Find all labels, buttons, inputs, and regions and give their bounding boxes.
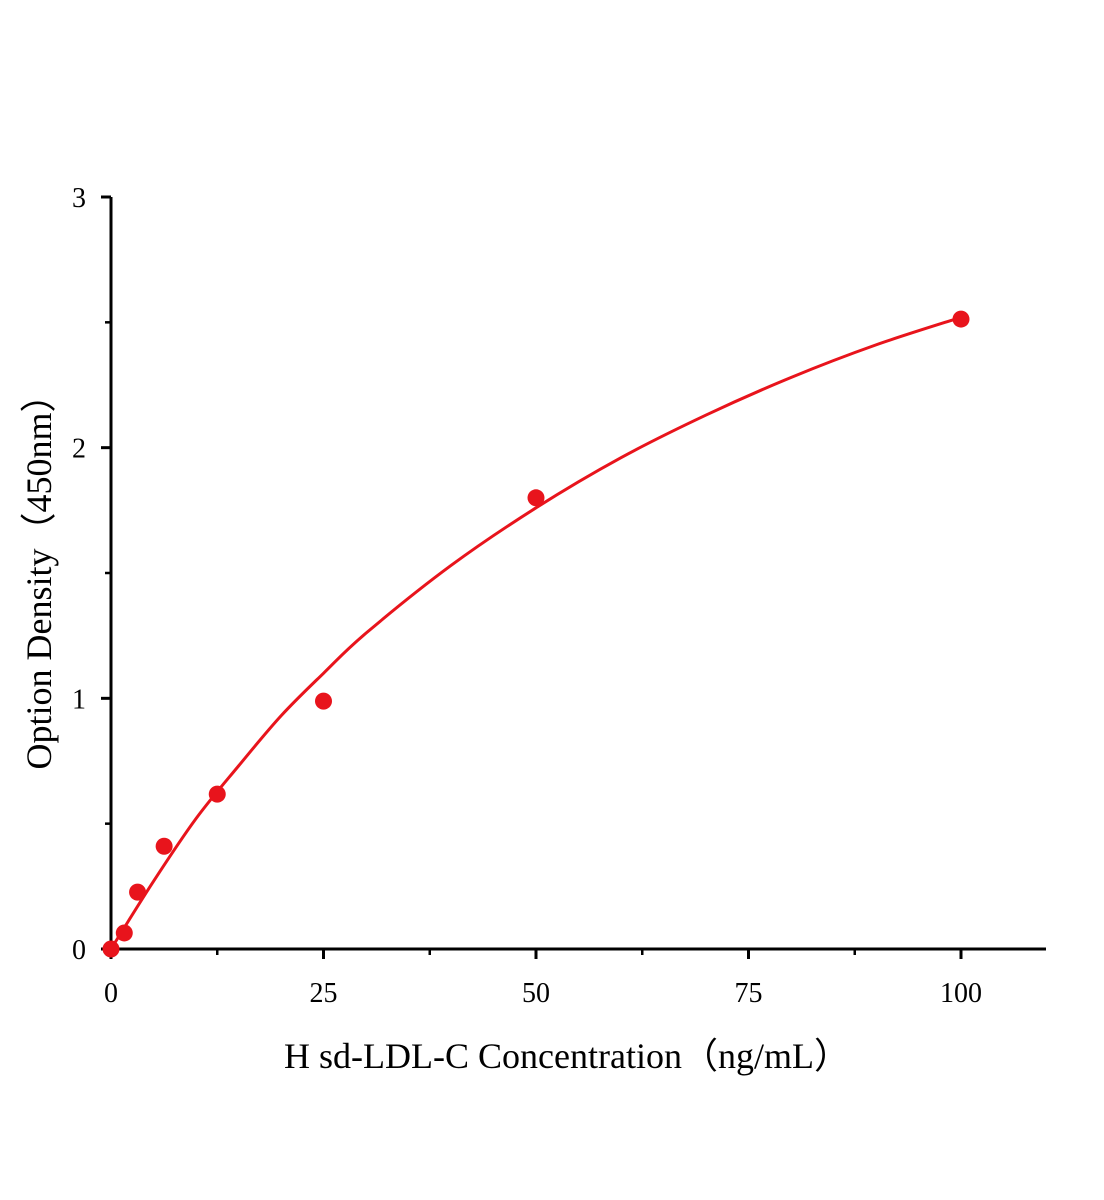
y-tick-label: 1 — [72, 684, 86, 715]
data-point — [115, 924, 133, 942]
axes: 0 25 50 75 100 0 1 2 3 — [72, 183, 1046, 1009]
x-tick-label: 100 — [940, 978, 982, 1009]
x-tick-label: 50 — [522, 978, 550, 1009]
data-point — [527, 489, 545, 507]
data-point — [155, 837, 173, 855]
data-point — [129, 883, 147, 901]
x-tick-label: 75 — [735, 978, 763, 1009]
data-point — [315, 692, 332, 710]
y-tick-label: 0 — [72, 935, 86, 966]
x-tick-label: 25 — [310, 978, 338, 1009]
data-point — [102, 940, 120, 958]
fit-curve — [109, 315, 962, 950]
y-axis-label: Option Density（450nm） — [19, 377, 59, 770]
data-point — [952, 310, 970, 328]
y-tick-label: 3 — [72, 183, 86, 214]
x-axis-label: H sd-LDL-C Concentration（ng/mL） — [284, 1036, 850, 1076]
data-point — [208, 785, 226, 803]
x-tick-label: 0 — [104, 978, 118, 1009]
y-tick-label: 2 — [72, 434, 86, 465]
data-points — [102, 310, 970, 958]
